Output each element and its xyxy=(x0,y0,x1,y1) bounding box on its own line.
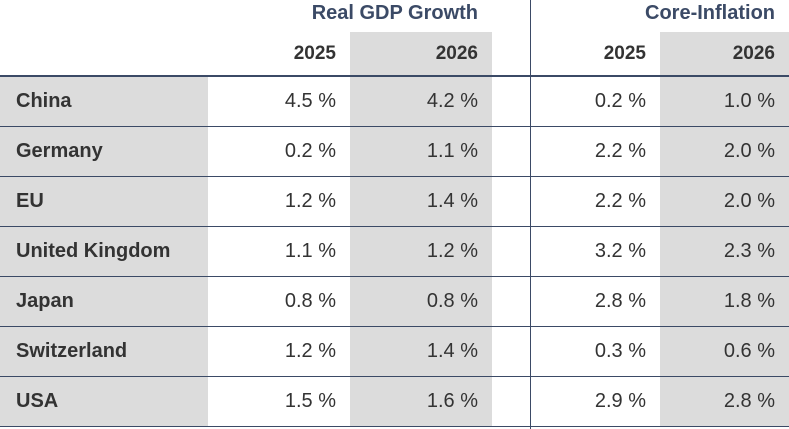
gdp-2026-cell: 1.4 % xyxy=(350,326,493,377)
gap-cell xyxy=(492,226,531,277)
group-header-row: Real GDP Growth Core-Inflation xyxy=(0,0,789,32)
table-row: Switzerland 1.2 % 1.4 % 0.3 % 0.6 % xyxy=(0,326,789,377)
gdp-2026-cell: 0.8 % xyxy=(350,276,493,327)
gdp-2025-cell: 1.1 % xyxy=(208,226,350,277)
gap-cell xyxy=(492,176,531,227)
gdp-2025-cell: 0.8 % xyxy=(208,276,350,327)
group-divider-line xyxy=(530,0,531,429)
country-cell: Switzerland xyxy=(0,326,208,377)
gdp-2025-cell: 1.2 % xyxy=(208,176,350,227)
gdp-2026-cell: 1.6 % xyxy=(350,376,493,427)
inflation-2025-cell: 3.2 % xyxy=(530,226,661,277)
year-header-inflation-2026: 2026 xyxy=(660,32,789,77)
gdp-2025-cell: 1.2 % xyxy=(208,326,350,377)
inflation-2026-cell: 1.0 % xyxy=(660,76,789,127)
inflation-2025-cell: 2.8 % xyxy=(530,276,661,327)
country-cell: USA xyxy=(0,376,208,427)
gap-cell xyxy=(492,32,531,77)
inflation-2026-cell: 2.8 % xyxy=(660,376,789,427)
country-cell: Japan xyxy=(0,276,208,327)
gdp-2025-cell: 1.5 % xyxy=(208,376,350,427)
country-cell: United Kingdom xyxy=(0,226,208,277)
gdp-2025-cell: 0.2 % xyxy=(208,126,350,177)
inflation-2025-cell: 2.2 % xyxy=(530,126,661,177)
gap-cell xyxy=(492,376,531,427)
table-row: Germany 0.2 % 1.1 % 2.2 % 2.0 % xyxy=(0,126,789,177)
country-cell: EU xyxy=(0,176,208,227)
table-row: China 4.5 % 4.2 % 0.2 % 1.0 % xyxy=(0,76,789,127)
gap-cell xyxy=(492,276,531,327)
table-row: USA 1.5 % 1.6 % 2.9 % 2.8 % xyxy=(0,376,789,427)
inflation-2025-cell: 2.9 % xyxy=(530,376,661,427)
inflation-2025-cell: 0.3 % xyxy=(530,326,661,377)
inflation-2025-cell: 2.2 % xyxy=(530,176,661,227)
inflation-2026-cell: 2.0 % xyxy=(660,176,789,227)
inflation-2026-cell: 0.6 % xyxy=(660,326,789,377)
inflation-2026-cell: 2.0 % xyxy=(660,126,789,177)
gdp-2025-cell: 4.5 % xyxy=(208,76,350,127)
group-header-inflation: Core-Inflation xyxy=(645,2,776,24)
gdp-2026-cell: 1.2 % xyxy=(350,226,493,277)
gap-cell xyxy=(492,76,531,127)
gap-cell xyxy=(492,326,531,377)
inflation-2026-cell: 1.8 % xyxy=(660,276,789,327)
table-row: United Kingdom 1.1 % 1.2 % 3.2 % 2.3 % xyxy=(0,226,789,277)
table-row: EU 1.2 % 1.4 % 2.2 % 2.0 % xyxy=(0,176,789,227)
gdp-2026-cell: 4.2 % xyxy=(350,76,493,127)
gap-cell xyxy=(492,126,531,177)
year-header-gdp-2025: 2025 xyxy=(208,32,350,77)
corner-cell xyxy=(0,32,208,77)
inflation-2026-cell: 2.3 % xyxy=(660,226,789,277)
inflation-2025-cell: 0.2 % xyxy=(530,76,661,127)
year-header-row: 2025 2026 2025 2026 xyxy=(0,32,789,77)
year-header-inflation-2025: 2025 xyxy=(530,32,661,77)
group-header-gdp: Real GDP Growth xyxy=(311,2,479,24)
country-cell: China xyxy=(0,76,208,127)
country-cell: Germany xyxy=(0,126,208,177)
gap-cell xyxy=(492,0,530,32)
corner-cell xyxy=(0,0,208,32)
gdp-2026-cell: 1.1 % xyxy=(350,126,493,177)
table-row: Japan 0.8 % 0.8 % 2.8 % 1.8 % xyxy=(0,276,789,327)
gdp-2026-cell: 1.4 % xyxy=(350,176,493,227)
year-header-gdp-2026: 2026 xyxy=(350,32,493,77)
